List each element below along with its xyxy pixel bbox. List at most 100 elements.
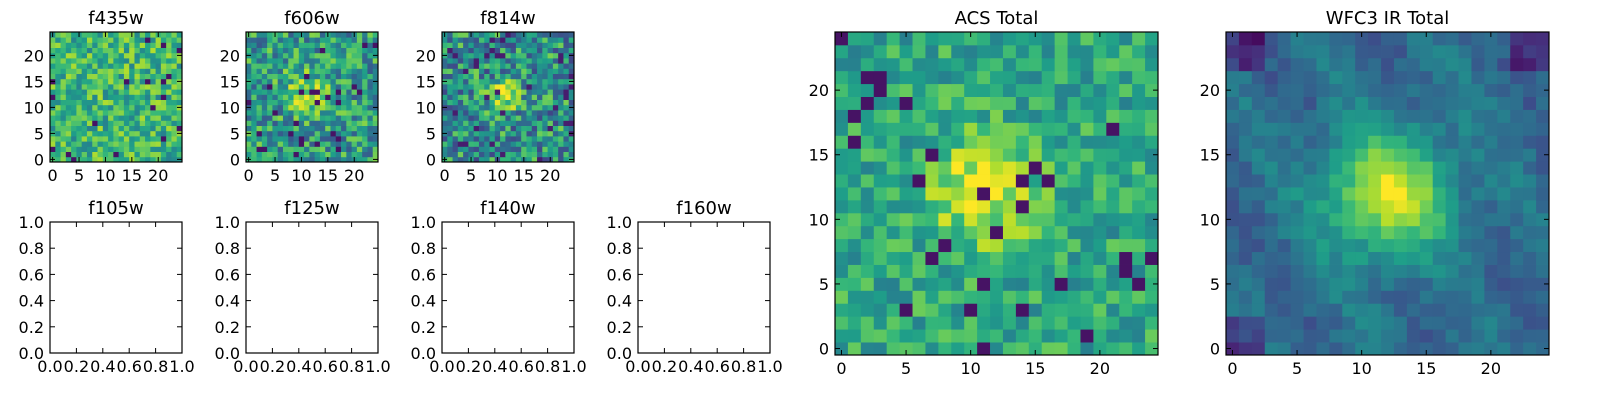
heatmap-cell: [452, 42, 459, 48]
heatmap-cell: [97, 156, 104, 163]
heatmap-cell: [367, 73, 374, 80]
heatmap-cell: [457, 115, 464, 121]
heatmap-cell: [847, 109, 862, 123]
heatmap-cell: [1028, 342, 1043, 356]
heatmap-cell: [537, 125, 543, 132]
heatmap-cell: [835, 264, 849, 278]
heatmap-cell: [447, 84, 453, 90]
heatmap-cell: [282, 37, 289, 43]
heatmap-cell: [558, 78, 564, 85]
heatmap-cell: [309, 115, 316, 121]
heatmap-cell: [1432, 199, 1447, 214]
y-tick-label: 0.4: [19, 292, 44, 311]
y-tick-label: 5: [426, 124, 436, 143]
x-tick-label: 20: [1090, 359, 1110, 378]
heatmap-cell: [139, 110, 146, 116]
heatmap-cell: [176, 73, 183, 80]
heatmap-cell: [351, 125, 358, 132]
heatmap-cell: [362, 73, 368, 80]
heatmap-cell: [277, 47, 284, 54]
heatmap-cell: [272, 73, 279, 80]
x-tick-label: 0.2: [64, 357, 89, 376]
heatmap-cell: [1277, 238, 1291, 253]
heatmap-cell: [558, 52, 564, 59]
heatmap-cell: [1132, 199, 1146, 214]
heatmap-cell: [1041, 122, 1056, 136]
heatmap-cell: [272, 125, 279, 132]
axes-frame: [441, 221, 575, 354]
heatmap-cell: [505, 115, 512, 121]
heatmap-cell: [1303, 251, 1317, 265]
heatmap-cell: [288, 73, 294, 80]
heatmap-cell: [1381, 44, 1395, 59]
heatmap-cell: [86, 120, 93, 126]
heatmap-cell: [118, 84, 125, 90]
heatmap-cell: [442, 58, 448, 64]
heatmap-cell: [341, 125, 347, 132]
heatmap-cell: [515, 68, 522, 74]
heatmap-cell: [521, 73, 527, 80]
heatmap-cell: [346, 94, 352, 100]
heatmap-cell: [526, 156, 533, 163]
heatmap-cell: [71, 104, 77, 111]
heatmap-cell: [150, 120, 156, 126]
heatmap-cell: [990, 225, 1004, 240]
heatmap-cell: [521, 151, 527, 158]
heatmap-cell: [60, 47, 67, 54]
heatmap-cell: [97, 110, 104, 116]
heatmap-cell: [160, 141, 167, 147]
heatmap-cell: [1277, 122, 1291, 136]
heatmap-cell: [351, 146, 358, 152]
heatmap-cell: [964, 44, 978, 59]
heatmap-cell: [1316, 238, 1330, 253]
heatmap-cell: [256, 63, 263, 69]
heatmap-cell: [319, 58, 326, 64]
heatmap-cell: [251, 42, 257, 48]
heatmap-cell: [1028, 251, 1043, 265]
heatmap-cell: [552, 136, 559, 142]
heatmap-cell: [309, 68, 316, 74]
heatmap-cell: [267, 73, 273, 80]
heatmap-cell: [288, 156, 294, 163]
heatmap-cell: [1054, 70, 1068, 85]
heatmap-cell: [150, 52, 156, 59]
heatmap-cell: [71, 156, 77, 163]
heatmap-cell: [977, 32, 991, 46]
heatmap-cell: [123, 68, 130, 74]
heatmap-cell: [92, 104, 98, 111]
heatmap-cell: [71, 115, 77, 121]
heatmap-cell: [1028, 174, 1043, 188]
heatmap-cell: [288, 136, 294, 142]
heatmap-cell: [81, 94, 88, 100]
heatmap-cell: [1054, 316, 1068, 330]
heatmap-cell: [1251, 316, 1266, 330]
heatmap-cell: [1080, 135, 1094, 149]
heatmap-cell: [1028, 96, 1043, 110]
heatmap-cell: [938, 238, 952, 253]
y-tick-label: 20: [809, 81, 829, 100]
heatmap-cell: [176, 151, 183, 158]
heatmap-cell: [1432, 342, 1447, 356]
heatmap-cell: [335, 110, 342, 116]
heatmap-cell: [964, 212, 978, 227]
heatmap-cell: [341, 146, 347, 152]
x-tick-label: 1.0: [169, 357, 194, 376]
heatmap-cell: [319, 68, 326, 74]
heatmap-cell: [494, 146, 501, 152]
heatmap-cell: [1445, 303, 1459, 317]
heatmap-cell: [835, 303, 849, 317]
heatmap-cell: [1497, 135, 1511, 149]
heatmap-cell: [1484, 187, 1498, 201]
heatmap-cell: [1264, 174, 1279, 188]
heatmap-cell: [256, 120, 263, 126]
heatmap-cell: [473, 47, 480, 54]
heatmap-cell: [1251, 109, 1266, 123]
heatmap-cell: [134, 68, 141, 74]
heatmap-cell: [552, 37, 559, 43]
x-tick-label: 0.4: [678, 357, 703, 376]
heatmap-cell: [526, 37, 533, 43]
heatmap-cell: [71, 94, 77, 100]
heatmap-cell: [92, 146, 98, 152]
heatmap-cell: [362, 141, 368, 147]
heatmap-cell: [166, 146, 172, 152]
